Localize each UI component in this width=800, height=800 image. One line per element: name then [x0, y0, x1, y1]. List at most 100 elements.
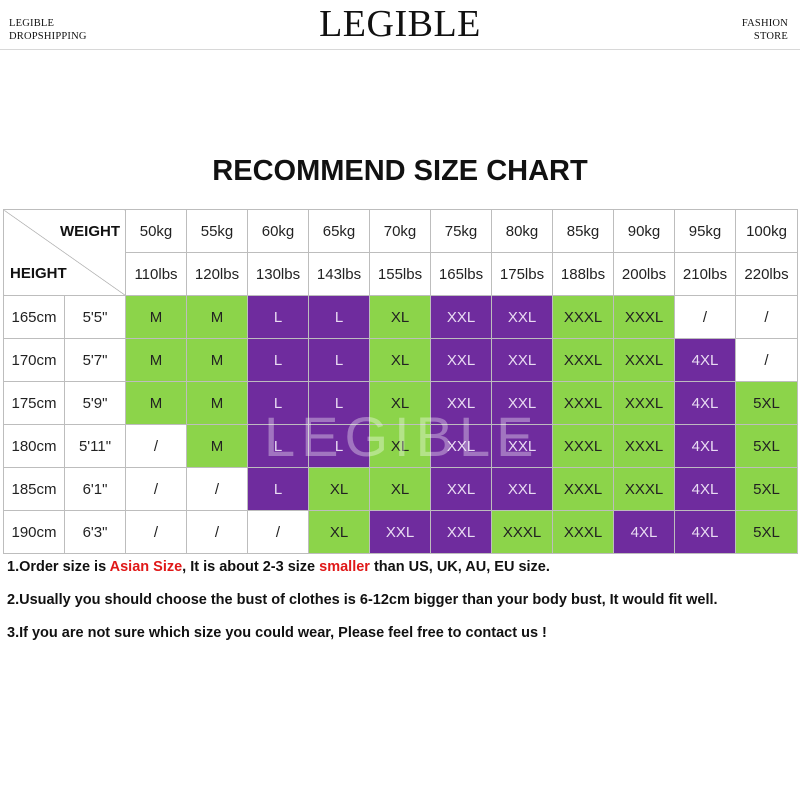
- weight-lbs-cell: 220lbs: [735, 252, 798, 296]
- size-cell: 5XL: [735, 424, 798, 468]
- size-cell: 4XL: [674, 510, 736, 554]
- size-cell: 4XL: [674, 467, 736, 511]
- weight-lbs-cell: 130lbs: [247, 252, 309, 296]
- size-cell: M: [125, 338, 187, 382]
- height-header-label: HEIGHT: [10, 265, 67, 282]
- size-cell: L: [308, 381, 370, 425]
- header-right-line1: FASHION: [741, 18, 788, 29]
- size-cell: XXL: [430, 295, 492, 339]
- size-cell: 5XL: [735, 467, 798, 511]
- size-cell: 4XL: [674, 381, 736, 425]
- note-1: 1.Order size is Asian Size, It is about …: [7, 559, 550, 575]
- size-cell: /: [247, 510, 309, 554]
- size-cell: XL: [369, 381, 431, 425]
- size-cell: XXL: [491, 381, 553, 425]
- size-cell: L: [308, 338, 370, 382]
- header-left-line1: LEGIBLE: [9, 18, 55, 29]
- size-cell: XXXL: [613, 338, 675, 382]
- size-cell: L: [247, 295, 309, 339]
- header-divider: [0, 49, 800, 50]
- size-cell: 4XL: [674, 338, 736, 382]
- size-cell: M: [186, 295, 248, 339]
- size-cell: /: [674, 295, 736, 339]
- size-row: 175cm 5'9" M M L L XL XXL XXL XXXL XXXL 4XL 5XL: [3, 381, 798, 425]
- size-cell: /: [125, 510, 187, 554]
- size-cell: 5XL: [735, 381, 798, 425]
- weight-lbs-cell: 143lbs: [308, 252, 370, 296]
- size-cell: /: [125, 424, 187, 468]
- size-chart-table: WEIGHT HEIGHT 50kg 55kg 60kg 65kg 70kg 75kg 80…: [3, 209, 798, 554]
- height-cm-cell: 180cm: [3, 424, 65, 468]
- size-cell: XXXL: [613, 381, 675, 425]
- size-cell: 5XL: [735, 510, 798, 554]
- weight-lbs-cell: 188lbs: [552, 252, 614, 296]
- weight-lbs-cell: 120lbs: [186, 252, 248, 296]
- size-cell: XXXL: [613, 467, 675, 511]
- note-1-part-c: , It is about 2-3 size: [182, 559, 320, 575]
- size-cell: M: [125, 295, 187, 339]
- size-cell: L: [308, 424, 370, 468]
- note-2: 2.Usually you should choose the bust of …: [7, 592, 718, 608]
- weight-header-label: WEIGHT: [60, 223, 120, 240]
- size-cell: XXXL: [552, 295, 614, 339]
- note-1-smaller: smaller: [319, 559, 370, 575]
- size-cell: /: [125, 467, 187, 511]
- height-ft-cell: 6'3": [64, 510, 126, 554]
- brand-logo: LEGIBLE: [319, 3, 481, 45]
- weight-lbs-cell: 165lbs: [430, 252, 492, 296]
- note-1-part-a: 1.Order size is: [7, 559, 110, 575]
- height-ft-cell: 5'5": [64, 295, 126, 339]
- size-cell: L: [308, 295, 370, 339]
- size-row: 185cm 6'1" / / L XL XL XXL XXL XXXL XXXL 4XL 5XL: [3, 467, 798, 511]
- size-cell: M: [186, 381, 248, 425]
- weight-kg-cell: 80kg: [491, 209, 553, 253]
- size-cell: M: [186, 424, 248, 468]
- height-cm-cell: 165cm: [3, 295, 65, 339]
- note-1-part-e: than US, UK, AU, EU size.: [369, 559, 550, 575]
- size-cell: XXL: [491, 295, 553, 339]
- size-cell: XXXL: [552, 338, 614, 382]
- size-cell: XXXL: [613, 295, 675, 339]
- height-cm-cell: 190cm: [3, 510, 65, 554]
- size-cell: 4XL: [674, 424, 736, 468]
- size-cell: XXXL: [552, 381, 614, 425]
- weight-kg-cell: 70kg: [369, 209, 431, 253]
- height-ft-cell: 5'7": [64, 338, 126, 382]
- size-table-body: WEIGHT HEIGHT 50kg 55kg 60kg 65kg 70kg 75kg 80…: [3, 209, 798, 554]
- weight-kg-cell: 95kg: [674, 209, 736, 253]
- size-cell: XXL: [491, 424, 553, 468]
- size-cell: XL: [308, 510, 370, 554]
- note-1-asian-size: Asian Size: [109, 559, 183, 575]
- size-cell: XL: [369, 424, 431, 468]
- size-cell: XXXL: [552, 510, 614, 554]
- weight-kg-cell: 90kg: [613, 209, 675, 253]
- chart-title: RECOMMEND SIZE CHART: [212, 155, 588, 187]
- size-cell: L: [247, 381, 309, 425]
- table-corner-cell: WEIGHT HEIGHT: [3, 209, 126, 296]
- size-row: 170cm 5'7" M M L L XL XXL XXL XXXL XXXL 4XL /: [3, 338, 798, 382]
- size-cell: XXL: [430, 510, 492, 554]
- weight-lbs-cell: 200lbs: [613, 252, 675, 296]
- weight-kg-cell: 60kg: [247, 209, 309, 253]
- height-cm-cell: 170cm: [3, 338, 65, 382]
- height-ft-cell: 5'11": [64, 424, 126, 468]
- size-cell: XL: [369, 338, 431, 382]
- weight-kg-cell: 100kg: [735, 209, 798, 253]
- header-left-text: LEGIBLE DROPSHIPPING: [9, 17, 87, 43]
- size-cell: XXXL: [552, 467, 614, 511]
- size-row: 165cm 5'5" M M L L XL XXL XXL XXXL XXXL / /: [3, 295, 798, 339]
- size-cell: XXXL: [613, 424, 675, 468]
- weight-kg-row: WEIGHT HEIGHT 50kg 55kg 60kg 65kg 70kg 75kg 80…: [3, 209, 798, 296]
- height-cm-cell: 185cm: [3, 467, 65, 511]
- height-ft-cell: 6'1": [64, 467, 126, 511]
- weight-lbs-row: 110lbs 120lbs 130lbs 143lbs 155lbs 165lbs 175l…: [4, 252, 798, 296]
- size-cell: XXXL: [552, 424, 614, 468]
- size-cell: /: [186, 467, 248, 511]
- size-cell: XL: [308, 467, 370, 511]
- size-cell: XXL: [430, 467, 492, 511]
- weight-kg-cell: 85kg: [552, 209, 614, 253]
- height-ft-cell: 5'9": [64, 381, 126, 425]
- header-left-line2: DROPSHIPPING: [9, 31, 87, 42]
- size-cell: XXL: [491, 338, 553, 382]
- size-cell: L: [247, 424, 309, 468]
